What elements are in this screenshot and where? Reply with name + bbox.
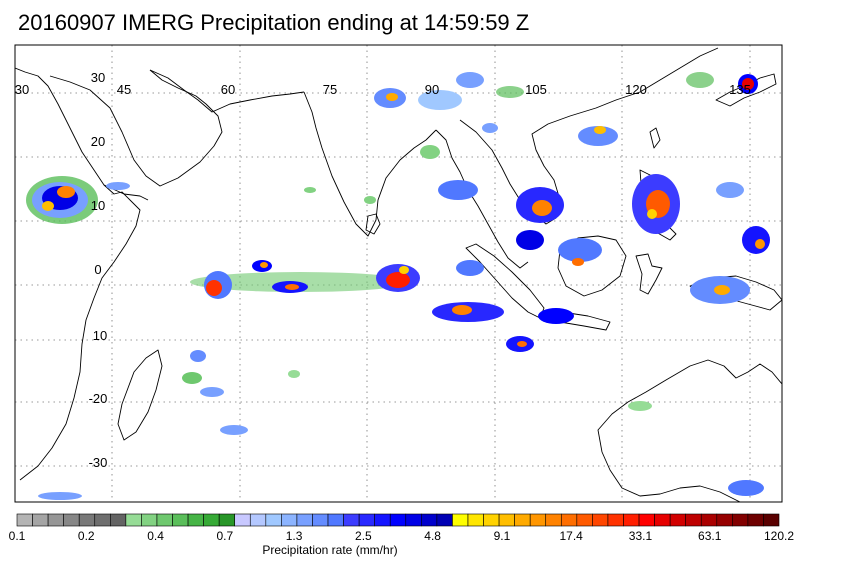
colorbar-cell	[498, 513, 515, 527]
lat-label: 10	[91, 198, 105, 213]
colorbar-cell	[312, 513, 329, 527]
colorbar-cell	[156, 513, 173, 527]
lon-label: 90	[425, 82, 439, 97]
precip-cluster-philippines	[632, 174, 770, 254]
colorbar-cell	[685, 513, 702, 527]
map-frame	[14, 44, 783, 503]
colorbar-cell	[281, 513, 298, 527]
colorbar-tick-label: 17.4	[559, 529, 583, 543]
map-title: 20160907 IMERG Precipitation ending at 1…	[18, 10, 530, 35]
colorbar-cell	[32, 513, 49, 527]
lat-label: 30	[91, 70, 105, 85]
colorbar-cell	[623, 513, 640, 527]
colorbar-cell	[405, 513, 422, 527]
colorbar-cell	[529, 513, 547, 527]
colorbar-title: Precipitation rate (mm/hr)	[262, 543, 398, 557]
colorbar-cell	[63, 513, 80, 527]
colorbar-cell	[249, 513, 267, 527]
lat-label: -30	[89, 455, 108, 470]
colorbar-cell	[514, 513, 531, 527]
colorbar-tick-label: 4.8	[424, 529, 441, 543]
colorbar-cell	[747, 513, 764, 527]
colorbar-tick-label: 0.1	[8, 529, 26, 543]
colorbar-cell	[607, 513, 624, 527]
colorbar-cell	[483, 513, 500, 527]
colorbar-cell	[436, 513, 453, 527]
lat-label: 0	[94, 262, 101, 277]
colorbar-cell	[358, 513, 375, 527]
colorbar-cells	[16, 513, 780, 527]
colorbar-cell	[218, 513, 236, 527]
lat-label: -20	[89, 391, 108, 406]
colorbar-cell	[654, 513, 671, 527]
lon-label: 30	[15, 82, 29, 97]
longitude-labels: 30 45 60 75 90 105 120 135	[15, 82, 751, 97]
colorbar-tick-label: 0.2	[77, 529, 95, 543]
colorbar-cell	[467, 513, 484, 527]
colorbar-cell	[343, 513, 360, 527]
colorbar-tick-label: 0.7	[216, 529, 234, 543]
colorbar-cell	[94, 513, 111, 527]
lat-label: 10	[93, 328, 107, 343]
colorbar-cell	[700, 513, 718, 527]
colorbar-cell	[716, 513, 733, 527]
colorbar-cell	[234, 513, 251, 527]
colorbar-cell	[16, 513, 33, 527]
lon-label: 105	[525, 82, 547, 97]
lon-label: 135	[729, 82, 751, 97]
precip-cluster-indonesia	[432, 260, 750, 352]
colorbar-tick-label: 0.4	[147, 529, 164, 543]
colorbar-cell	[187, 513, 204, 527]
colorbar-cell	[327, 513, 344, 527]
precipitation-field	[26, 72, 770, 500]
colorbar-tick-label: 1.3	[285, 529, 303, 543]
colorbar-cell	[576, 513, 593, 527]
colorbar-cell	[592, 513, 609, 527]
colorbar-cell	[452, 513, 469, 527]
lat-label: 20	[91, 134, 105, 149]
colorbar-cell	[110, 513, 127, 527]
colorbar-cell	[763, 513, 780, 527]
colorbar-tick-label: 33.1	[628, 529, 653, 543]
lon-label: 75	[323, 82, 337, 97]
lon-label: 60	[221, 82, 235, 97]
precip-cluster-japan	[686, 72, 758, 94]
lon-label: 120	[625, 82, 647, 97]
precip-cluster-indochina	[516, 126, 618, 266]
colorbar-cell	[265, 513, 282, 527]
colorbar-cell	[389, 513, 407, 527]
precip-band-equatorial	[190, 260, 420, 299]
colorbar-cell	[560, 513, 578, 527]
colorbar-cell	[47, 513, 64, 527]
colorbar-cell	[203, 513, 220, 527]
colorbar-cell	[421, 513, 438, 527]
colorbar-cell	[732, 513, 749, 527]
precip-cluster-bengal	[374, 72, 484, 200]
colorbar-cell	[374, 513, 391, 527]
precip-cluster-ethiopia	[26, 176, 98, 224]
colorbar-cell	[638, 513, 655, 527]
colorbar-tick-label: 9.1	[493, 529, 511, 543]
colorbar-cell	[141, 513, 158, 527]
colorbar-cell	[545, 513, 562, 527]
colorbar-cell	[296, 513, 313, 527]
latitude-labels: 30 20 10 0 10 -20 -30	[89, 70, 108, 470]
colorbar-tick-label: 2.5	[355, 529, 372, 543]
colorbar-cell	[78, 513, 96, 527]
precip-scatter-south	[38, 86, 764, 500]
lon-label: 45	[117, 82, 131, 97]
colorbar-tick-label: 63.1	[698, 529, 722, 543]
graticule	[15, 45, 782, 502]
colorbar-cell	[669, 513, 686, 527]
colorbar-cell	[125, 513, 142, 527]
coastlines	[15, 47, 782, 502]
colorbar-tick-label: 120.2	[763, 529, 795, 543]
colorbar-cell	[172, 513, 189, 527]
